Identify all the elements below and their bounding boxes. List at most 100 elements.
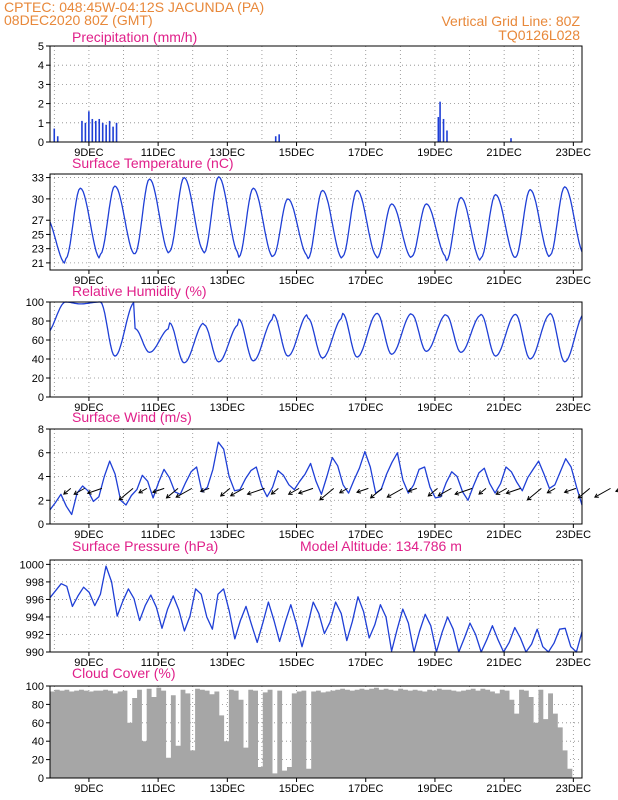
x-tick-label: 19DEC: [417, 783, 453, 795]
wind-direction-arrow: [220, 487, 231, 497]
wind-direction-arrow: [138, 487, 148, 494]
x-tick-label: 15DEC: [279, 657, 315, 669]
x-tick-label: 17DEC: [348, 529, 384, 541]
wind-arrow-head: [454, 490, 460, 496]
x-tick-label: 23DEC: [556, 147, 592, 159]
x-tick-label: 21DEC: [486, 147, 522, 159]
wind-direction-arrow: [319, 487, 335, 501]
y-tick-label: 994: [26, 612, 44, 624]
wind-arrow-head: [246, 490, 252, 496]
y-tick-label: 21: [32, 258, 44, 270]
y-tick-label: 60: [32, 335, 44, 347]
header-model-code: TQ0126L028: [498, 27, 580, 43]
precip-bar: [91, 118, 94, 142]
y-tick-label: 27: [32, 215, 44, 227]
y-tick-label: 20: [32, 373, 44, 385]
y-tick-label: 6: [38, 448, 44, 460]
cloud-title: Cloud Cover (%): [72, 665, 176, 681]
wind-direction-arrow: [87, 487, 103, 494]
wind-direction-arrow: [577, 487, 591, 499]
y-tick-label: 1000: [20, 559, 44, 571]
wind-direction-arrow: [427, 487, 438, 497]
x-tick-label: 15DEC: [279, 402, 315, 414]
x-tick-label: 19DEC: [417, 657, 453, 669]
wind-direction-arrow: [118, 487, 134, 501]
header-grid-line: Vertical Grid Line: 80Z: [441, 13, 580, 29]
x-tick-label: 9DEC: [74, 529, 103, 541]
x-tick-label: 21DEC: [486, 783, 522, 795]
y-tick-label: 30: [32, 194, 44, 206]
wind-arrow-head: [427, 492, 433, 497]
precip-bar: [94, 120, 97, 142]
x-tick-label: 13DEC: [210, 402, 246, 414]
x-tick-label: 23DEC: [556, 657, 592, 669]
wind-direction-arrow: [454, 487, 473, 495]
x-tick-label: 13DEC: [210, 657, 246, 669]
y-tick-label: 33: [32, 173, 44, 185]
wind-arrow-head: [407, 487, 413, 493]
precip-bar: [442, 118, 445, 142]
y-tick-label: 80: [32, 699, 44, 711]
x-tick-label: 19DEC: [417, 402, 453, 414]
wind-direction-arrow: [288, 487, 300, 495]
wind-arrow-head: [319, 495, 324, 501]
panel-frame: [49, 301, 583, 398]
y-tick-label: 0: [38, 519, 44, 531]
wind-arrow-head: [138, 489, 144, 494]
panel-frame: [49, 685, 583, 779]
wind-direction-arrow: [271, 487, 279, 495]
y-tick-label: 40: [32, 354, 44, 366]
wind-arrow-head: [495, 490, 501, 495]
wind-speed-line: [49, 441, 583, 516]
wind-direction-arrow: [506, 487, 521, 494]
wind-direction-arrow: [478, 487, 487, 495]
y-tick-label: 20: [32, 755, 44, 767]
wind-direction-arrow: [370, 487, 383, 499]
x-tick-label: 9DEC: [74, 657, 103, 669]
wind-arrow-head: [73, 490, 79, 495]
temp-title: Surface Temperature (nC): [72, 155, 234, 171]
x-tick-label: 23DEC: [556, 275, 592, 287]
x-tick-label: 13DEC: [210, 783, 246, 795]
precip-bar: [274, 136, 277, 142]
x-tick-label: 9DEC: [74, 783, 103, 795]
precip-bar: [115, 122, 118, 142]
x-tick-label: 15DEC: [279, 147, 315, 159]
precip-title: Precipitation (mm/h): [72, 29, 198, 45]
x-tick-label: 17DEC: [348, 147, 384, 159]
x-tick-label: 19DEC: [417, 275, 453, 287]
x-tick-label: 21DEC: [486, 275, 522, 287]
wind-direction-arrow: [63, 487, 72, 495]
wind-direction-arrow: [496, 487, 507, 495]
x-tick-label: 11DEC: [141, 529, 176, 541]
y-tick-label: 100: [26, 297, 44, 309]
wind-direction-arrow: [547, 487, 556, 494]
header-location: CPTEC: 048:45W-04:12S JACUNDA (PA): [4, 0, 265, 15]
y-tick-label: 0: [38, 773, 44, 785]
wind-arrow-head: [546, 489, 552, 494]
y-tick-label: 998: [26, 577, 44, 589]
precip-bar: [278, 134, 280, 142]
wind-arrow-head: [151, 488, 157, 494]
wind-arrow-head: [287, 490, 293, 495]
precip-bar: [510, 138, 512, 142]
wind-arrow-head: [577, 494, 583, 499]
y-tick-label: 25: [32, 229, 44, 241]
temperature-line: [49, 176, 583, 264]
precip-bar: [53, 128, 56, 142]
wind-arrow-head: [297, 489, 303, 495]
panel-frame: [49, 173, 583, 271]
precip-bar: [108, 120, 111, 142]
wind-arrow-head: [165, 494, 171, 499]
wind-arrow-head: [338, 489, 344, 494]
y-tick-label: 100: [26, 681, 44, 693]
wind-arrow-head: [437, 491, 443, 497]
wind-direction-arrow: [339, 487, 348, 494]
wind-arrow-head: [526, 495, 532, 501]
wind-direction-arrow: [356, 487, 369, 493]
x-tick-label: 17DEC: [348, 657, 384, 669]
y-tick-label: 60: [32, 718, 44, 730]
wind-arrow-head: [356, 488, 362, 494]
wind-arrow-head: [270, 490, 276, 495]
